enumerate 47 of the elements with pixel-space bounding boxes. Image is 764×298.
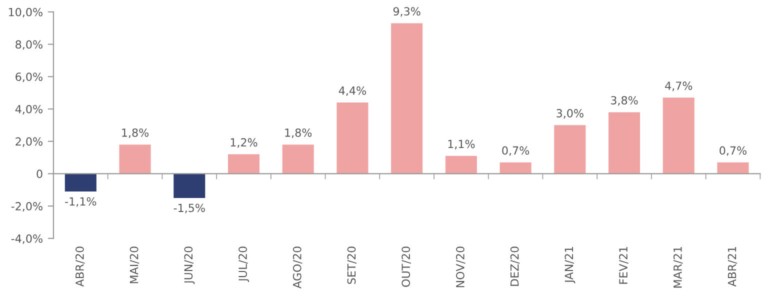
- data-label: 1,8%: [122, 128, 149, 138]
- bar: [282, 144, 314, 174]
- x-tick-label: AGO/20: [292, 246, 302, 288]
- x-tick-label: JAN/21: [564, 246, 576, 284]
- bar: [336, 102, 368, 174]
- y-tick-label: 8,0%: [16, 40, 42, 50]
- y-tick-label: -4,0%: [11, 234, 42, 244]
- bar: [64, 174, 96, 192]
- bar: [717, 162, 749, 174]
- y-tick-label: 6,0%: [16, 72, 42, 82]
- data-label: 3,8%: [611, 96, 638, 106]
- bar: [119, 144, 151, 174]
- y-tick-label: -2,0%: [11, 202, 42, 212]
- x-tick-label: ABR/21: [728, 246, 738, 287]
- bar: [500, 162, 532, 174]
- data-label: 4,4%: [338, 86, 366, 96]
- bar: [608, 112, 640, 174]
- data-label: -1,1%: [65, 197, 96, 207]
- x-tick-label: ABR/20: [75, 246, 85, 287]
- data-label: 1,8%: [285, 128, 312, 138]
- x-tick-label: JUL/20: [238, 246, 250, 282]
- bar: [391, 23, 423, 174]
- bar: [554, 125, 586, 174]
- x-tick-label: SET/20: [347, 246, 357, 284]
- data-label: 4,7%: [665, 82, 692, 92]
- x-tick-label: FEV/21: [619, 246, 628, 284]
- y-tick-label: 10,0%: [8, 8, 42, 18]
- x-tick-label: OUT/20: [402, 246, 411, 287]
- x-tick-label: JUN/20: [184, 246, 195, 284]
- bar: [662, 98, 694, 174]
- x-tick-label: MAR/21: [673, 246, 683, 288]
- data-label: 1,2%: [230, 138, 258, 148]
- y-tick-label: 0: [36, 170, 42, 178]
- x-tick-label: NOV/20: [456, 246, 466, 288]
- bar: [174, 174, 206, 198]
- data-label: 3,0%: [556, 109, 584, 119]
- data-label: 0,7%: [720, 146, 746, 156]
- data-label: 1,1%: [448, 140, 475, 150]
- bar: [445, 156, 477, 174]
- data-label: 0,7%: [502, 146, 530, 156]
- x-tick-label: MAI/20: [130, 246, 140, 284]
- data-label: -1,5%: [174, 204, 205, 214]
- y-tick-label: 2,0%: [16, 137, 42, 147]
- bar: [228, 154, 260, 174]
- y-tick-label: 4,0%: [15, 104, 42, 114]
- data-label: 9,3%: [393, 7, 420, 17]
- x-tick-label: DEZ/20: [510, 246, 520, 286]
